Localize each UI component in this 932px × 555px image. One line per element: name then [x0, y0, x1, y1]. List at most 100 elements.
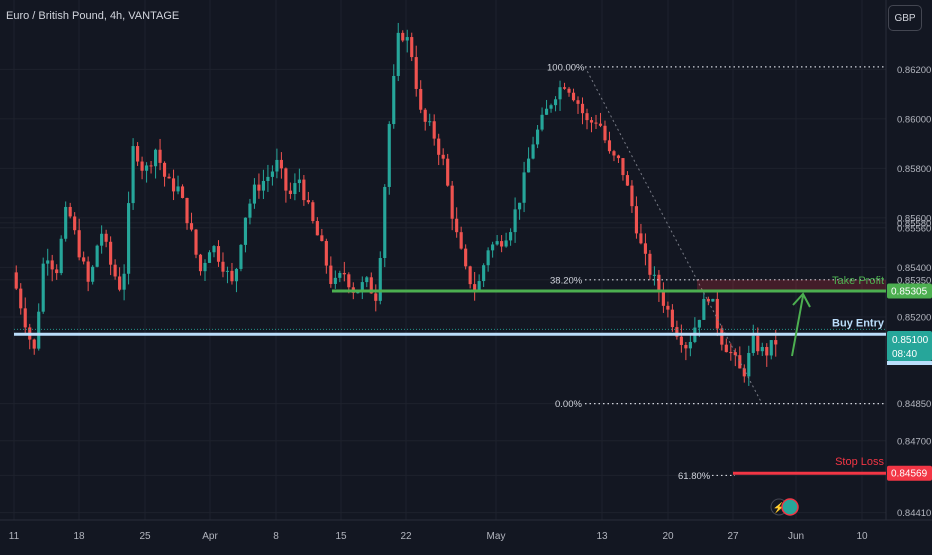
candle	[293, 183, 297, 195]
y-tick-label: 0.85400	[897, 263, 931, 274]
candle	[414, 57, 418, 89]
candle	[567, 88, 571, 93]
candle	[37, 311, 41, 349]
candle	[491, 244, 495, 251]
candle	[585, 113, 589, 121]
x-tick-label: May	[487, 531, 506, 542]
candle	[55, 269, 59, 274]
candle	[513, 209, 517, 233]
y-tick-label: 0.86000	[897, 114, 931, 125]
candle	[571, 92, 576, 101]
candle	[540, 114, 544, 130]
candle	[558, 87, 562, 100]
symbol-title: Euro / British Pound, 4h, VANTAGE	[6, 10, 180, 22]
candle	[702, 298, 706, 320]
y-tick-label: 0.84700	[897, 436, 931, 447]
buy-entry-axis-bg	[887, 331, 932, 361]
candle	[468, 266, 472, 285]
candle	[315, 221, 319, 236]
candle	[464, 248, 468, 267]
candle	[652, 274, 656, 276]
candle	[774, 340, 778, 345]
candle	[706, 298, 710, 302]
candle	[589, 120, 594, 123]
candle	[127, 203, 131, 274]
candle	[670, 309, 674, 328]
candle	[473, 284, 477, 291]
candle	[486, 250, 490, 266]
candle	[158, 149, 162, 163]
candle	[257, 184, 261, 191]
candle	[616, 155, 621, 159]
candle	[122, 273, 126, 290]
candle	[189, 223, 194, 230]
candle	[342, 272, 346, 275]
candle	[311, 202, 315, 222]
candle	[77, 230, 81, 258]
candle	[742, 368, 746, 377]
candle	[279, 159, 283, 169]
candle	[657, 274, 661, 293]
candle	[374, 293, 378, 301]
candle	[239, 244, 243, 269]
x-tick-label: 10	[856, 531, 868, 542]
candle	[396, 32, 400, 76]
candle	[212, 246, 216, 253]
candle	[365, 277, 369, 283]
currency-button[interactable]: GBP	[888, 5, 922, 31]
candle	[347, 274, 351, 288]
economic-event-icon[interactable]	[781, 498, 799, 516]
stop-loss-axis-label-bg	[887, 465, 932, 481]
stop-loss-label: Stop Loss	[835, 456, 884, 468]
candle	[369, 277, 373, 294]
candle	[100, 233, 104, 246]
candle	[747, 352, 751, 377]
y-tick-label: 0.84410	[897, 508, 931, 519]
buy-entry-axis-marker	[887, 361, 932, 365]
candle	[82, 257, 86, 262]
x-tick-label: 27	[727, 531, 739, 542]
candle	[769, 340, 773, 356]
y-tick-label: 0.85200	[897, 312, 931, 323]
candle	[284, 168, 288, 191]
candle	[140, 161, 144, 171]
candle	[661, 292, 665, 306]
candle	[275, 159, 279, 172]
candle	[562, 87, 567, 89]
candle	[288, 190, 292, 195]
x-tick-label: 8	[273, 531, 279, 542]
target-arrow-shaft	[791, 295, 804, 357]
bar-countdown: 08:40	[892, 349, 917, 360]
candle	[450, 185, 454, 219]
candle	[41, 263, 45, 312]
candle	[598, 123, 603, 126]
take-profit-axis-label: 0.85305	[891, 286, 928, 297]
candle	[333, 277, 337, 284]
candle	[14, 272, 18, 289]
candle	[625, 175, 630, 186]
candle	[423, 109, 427, 122]
take-profit-label: Take Profit	[832, 275, 884, 287]
candle	[64, 206, 68, 239]
fib-level-label: 38.20%	[550, 275, 583, 286]
candle	[553, 99, 558, 106]
y-tick-label: 0.85350	[897, 275, 931, 286]
fib-level-label: 0.00%	[555, 399, 582, 410]
candle	[203, 262, 207, 272]
x-tick-label: 11	[9, 531, 20, 542]
candle	[711, 298, 715, 302]
candle	[419, 88, 423, 110]
target-arrow-head	[792, 292, 811, 308]
buy-entry-label: Buy Entry	[832, 317, 885, 329]
y-tick-label: 0.84850	[897, 399, 931, 410]
candle	[320, 235, 324, 242]
x-tick-label: 13	[596, 531, 608, 542]
candle	[455, 218, 459, 233]
candle	[91, 266, 95, 282]
candle	[225, 270, 230, 272]
x-tick-label: Jun	[788, 531, 804, 542]
candle	[46, 260, 50, 264]
candle	[73, 216, 77, 231]
